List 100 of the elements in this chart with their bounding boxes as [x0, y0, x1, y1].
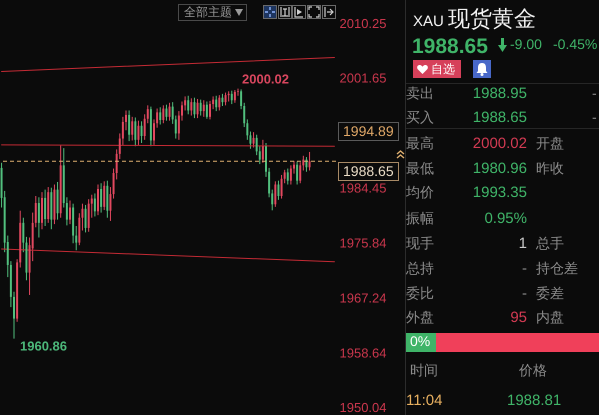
annotation: 全部主题 [184, 5, 232, 20]
candlestick [90, 194, 93, 218]
text: 11:04 [406, 392, 442, 411]
text: 0.95% [484, 210, 527, 229]
text: - [592, 85, 597, 103]
candlestick [159, 106, 162, 125]
candlestick [215, 95, 218, 112]
text: 95 [510, 309, 527, 328]
candlestick [84, 204, 87, 233]
candlestick [200, 99, 202, 116]
candlestick [140, 120, 143, 144]
text: -0.45% [553, 36, 598, 54]
candlestick [187, 95, 190, 115]
text: 持仓差 [536, 260, 578, 279]
candlestick [137, 120, 140, 146]
candlestick [258, 146, 261, 165]
y-tick-label: 1984.45 [340, 180, 386, 196]
candlestick [302, 155, 304, 171]
y-tick-label: 1975.84 [340, 236, 386, 250]
text: 1993.35 [472, 184, 527, 203]
candlestick [103, 180, 106, 211]
text: 总持 [406, 260, 434, 279]
candlestick [202, 100, 205, 118]
candlestick [34, 196, 37, 228]
text: 最高 [406, 135, 434, 154]
candlestick [262, 139, 264, 164]
candlestick [146, 104, 149, 124]
candlestick [38, 196, 40, 238]
text: 开盘 [536, 135, 564, 154]
text: 1994.89 [338, 122, 399, 141]
candlestick [224, 92, 227, 106]
text: 1988.65 [472, 109, 527, 128]
text: - [592, 109, 597, 127]
split-meter: 0% [406, 333, 599, 352]
text: 1988.95 [472, 85, 527, 104]
candlestick [131, 116, 134, 141]
candlestick [190, 98, 192, 116]
text: 委比 [406, 285, 434, 304]
candlestick [97, 184, 99, 216]
candlestick [280, 174, 283, 200]
candlestick [196, 98, 199, 119]
text: XAU 现货黄金 [413, 7, 536, 32]
candlestick [305, 156, 308, 172]
candlestick [252, 132, 255, 148]
y-tick-label: 2001.65 [340, 70, 386, 86]
candlestick [209, 100, 211, 120]
text: 1988.65 [412, 35, 488, 58]
candlestick [296, 161, 298, 186]
text: 1980.96 [472, 160, 527, 179]
candlestick [165, 104, 168, 122]
text: 外盘 [406, 309, 434, 328]
candlestick [308, 151, 311, 171]
candlestick [193, 97, 196, 119]
y-tick-label: 1950.04 [340, 400, 386, 415]
candlestick [221, 93, 224, 106]
text: 2000.02 [472, 135, 527, 154]
text: 昨收 [536, 160, 564, 179]
text: 时间 [410, 362, 438, 381]
y-tick-label: 2010.25 [340, 16, 386, 31]
candlestick [299, 162, 302, 184]
annotation: 2000.02 [242, 72, 289, 87]
text: 最低 [406, 160, 434, 179]
candlestick [218, 94, 220, 111]
candlestick [134, 116, 136, 147]
text: 委差 [536, 285, 564, 304]
y-tick-label: 1958.64 [340, 345, 386, 360]
candlestick [168, 102, 171, 122]
candlestick [69, 200, 71, 225]
candlestick [44, 189, 46, 227]
y-tick-label: 1967.24 [340, 290, 386, 306]
candlestick [172, 102, 174, 124]
text: 总手 [536, 235, 564, 254]
annotation: 1960.86 [20, 338, 67, 354]
candlestick [277, 180, 280, 200]
candlestick [206, 101, 208, 120]
text: 1 [518, 235, 527, 254]
candlestick [56, 181, 59, 220]
candlestick [174, 115, 177, 140]
dropdown: 全部主题 [178, 4, 247, 21]
text: - [522, 285, 527, 304]
text: - [522, 260, 527, 279]
text: 价格 [519, 362, 547, 381]
watchlist-button: 自选 [413, 60, 461, 78]
candlestick [234, 90, 236, 104]
candlestick [128, 110, 130, 142]
text: 1988.81 [507, 392, 562, 411]
candlestick [256, 134, 258, 156]
candlestick [274, 180, 276, 208]
text: -9.00 [510, 36, 542, 54]
text: 买入 [406, 109, 434, 128]
candlestick [94, 192, 96, 217]
text: 卖出 [406, 85, 434, 104]
text: 内盘 [536, 309, 564, 328]
text: 现手 [406, 235, 434, 254]
ref-line-label: 1988.65 [338, 162, 399, 182]
candlestick [286, 168, 289, 186]
text: 振幅 [406, 210, 434, 229]
candlestick [230, 90, 233, 105]
text: 均价 [406, 184, 434, 203]
candlestick [162, 104, 164, 124]
